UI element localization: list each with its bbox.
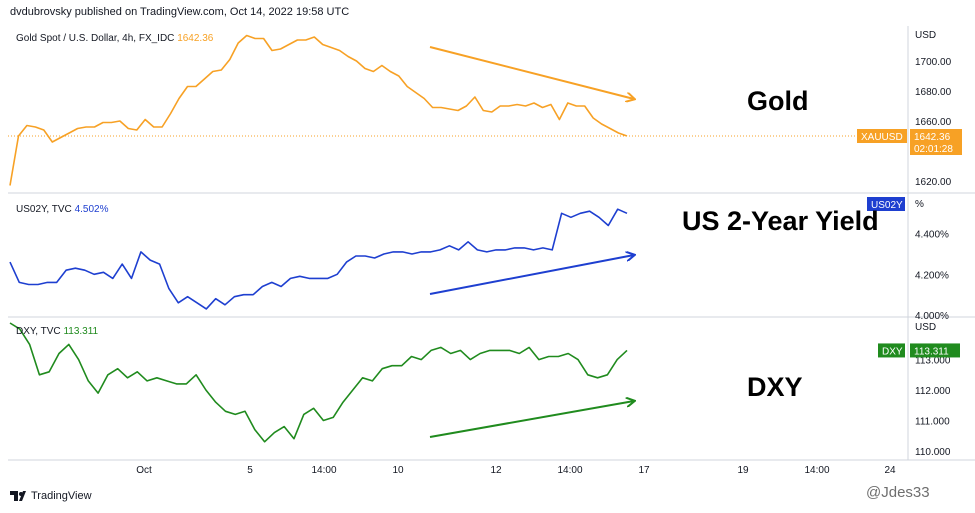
- gold-legend-symbol: Gold Spot / U.S. Dollar, 4h, FX_IDC: [16, 33, 177, 44]
- us2y-axis-unit: %: [915, 199, 924, 210]
- dxy-axis-unit: USD: [915, 322, 936, 333]
- us2y-overlay-label: US 2-Year Yield: [682, 206, 879, 236]
- gold-symbol-tag: [857, 129, 907, 143]
- us2y-legend: US02Y, TVC 4.502%: [16, 204, 109, 215]
- tradingview-brand-text: TradingView: [31, 490, 92, 502]
- us2y-symbol-tag-text: US02Y: [871, 200, 903, 211]
- gold-ytick-label: 1680.00: [915, 87, 952, 98]
- dxy-symbol-tag-text: DXY: [882, 346, 903, 357]
- dxy-symbol-tag: [878, 343, 905, 358]
- gold-symbol-tag-text: XAUUSD: [861, 132, 903, 143]
- gold-price-tag-countdown: 02:01:28: [914, 144, 953, 155]
- dxy-price-tag-value: 113.311: [914, 346, 949, 357]
- us2y-ytick-label: 4.000%: [915, 311, 949, 322]
- tradingview-logo[interactable]: TradingView: [10, 490, 92, 502]
- us2y-ytick-label: 4.400%: [915, 230, 949, 241]
- xtick-label: 14:00: [557, 465, 582, 476]
- gold-price-tag-value: 1642.36: [914, 132, 951, 143]
- xtick-label: 24: [884, 465, 896, 476]
- xtick-label: 17: [638, 465, 650, 476]
- us2y-legend-symbol: US02Y, TVC: [16, 204, 75, 215]
- dxy-price-tag: [910, 343, 960, 358]
- dxy-ytick-label: 110.000: [915, 447, 951, 458]
- xtick-label: 14:00: [311, 465, 336, 476]
- xtick-label: 19: [737, 465, 749, 476]
- us2y-series-line: [9, 208, 628, 310]
- us2y-trend-arrow: [429, 255, 634, 295]
- tradingview-mark-icon: [10, 491, 26, 501]
- us2y-symbol-tag: [867, 197, 905, 211]
- gold-ytick-label: 1700.00: [915, 57, 952, 68]
- gold-axis-unit: USD: [915, 30, 936, 41]
- gold-ytick-label: 1660.00: [915, 117, 952, 128]
- gold-legend-value: 1642.36: [177, 33, 214, 44]
- us2y-ytick-label: 4.200%: [915, 270, 949, 281]
- us2y-pane: %4.400%4.200%4.000%US02Y, TVC 4.502% US02…: [9, 197, 949, 322]
- dxy-ytick-label: 111.000: [915, 416, 950, 427]
- gold-series-line: [9, 34, 628, 186]
- dxy-series-line: [9, 322, 628, 443]
- xtick-label: 5: [247, 465, 253, 476]
- gold-pane: USD1700.001680.001660.001640.001620.00Go…: [8, 30, 962, 188]
- publisher-attribution: dvdubrovsky published on TradingView.com…: [10, 6, 350, 18]
- dxy-trend-arrow: [429, 401, 634, 438]
- dxy-legend-symbol: DXY, TVC: [16, 326, 63, 337]
- dxy-overlay-label: DXY: [747, 372, 803, 402]
- xtick-label: Oct: [136, 465, 152, 476]
- xtick-label: 14:00: [804, 465, 829, 476]
- us2y-legend-value: 4.502%: [75, 204, 109, 215]
- dxy-ytick-label: 112.000: [915, 386, 951, 397]
- gold-trend-arrow: [429, 46, 634, 99]
- gold-price-tag: [910, 129, 962, 155]
- dxy-ytick-label: 113.000: [915, 356, 951, 367]
- dxy-legend-value: 113.311: [63, 326, 98, 337]
- gold-legend: Gold Spot / U.S. Dollar, 4h, FX_IDC 1642…: [16, 33, 214, 44]
- xtick-label: 10: [392, 465, 404, 476]
- xtick-label: 12: [490, 465, 502, 476]
- gold-overlay-label: Gold: [747, 86, 809, 116]
- gold-ytick-label: 1620.00: [915, 177, 952, 188]
- watermark: @Jdes33: [866, 484, 930, 501]
- dxy-pane: USD 113.000 112.000 111.000 110.000 DXY, TVC …: [9, 322, 960, 458]
- dxy-legend: DXY, TVC 113.311: [16, 326, 99, 337]
